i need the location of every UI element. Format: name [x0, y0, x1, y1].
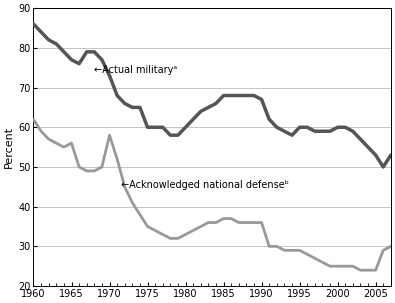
Text: ←Actual militaryᵃ: ←Actual militaryᵃ [94, 65, 177, 75]
Text: ←Acknowledged national defenseᵇ: ←Acknowledged national defenseᵇ [121, 180, 289, 190]
Y-axis label: Percent: Percent [4, 126, 14, 168]
